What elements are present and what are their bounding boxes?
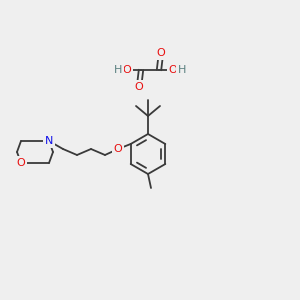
Text: O: O [169,65,177,75]
Text: O: O [114,144,122,154]
Text: O: O [157,48,165,58]
Text: O: O [16,158,26,168]
Text: O: O [135,82,143,92]
Text: N: N [45,136,53,146]
Text: H: H [114,65,122,75]
Text: O: O [123,65,131,75]
Text: H: H [178,65,186,75]
